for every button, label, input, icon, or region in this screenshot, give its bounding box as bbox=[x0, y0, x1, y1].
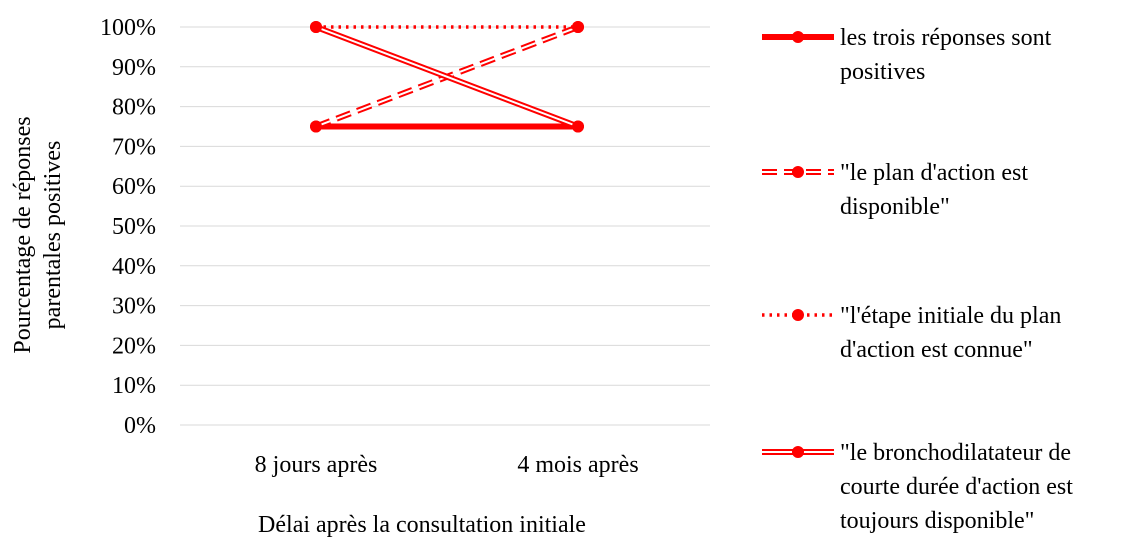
y-axis-ticks: 0% 10% 20% 30% 40% 50% 60% 70% 80% 90% 100% bbox=[100, 15, 156, 439]
legend-label: "l'étape initiale du plan bbox=[840, 303, 1061, 329]
series-lines bbox=[310, 21, 584, 133]
data-point bbox=[572, 21, 584, 33]
x-tick-label: 4 mois après bbox=[517, 452, 638, 478]
legend-marker bbox=[792, 446, 804, 458]
legend-item: "le plan d'action est disponible" bbox=[762, 160, 1028, 220]
gridlines bbox=[180, 26, 710, 426]
x-axis-title: Délai après la consultation initiale bbox=[258, 512, 586, 537]
y-axis-title: Pourcentage de réponses parentales positi… bbox=[10, 116, 66, 353]
legend-label: d'action est connue" bbox=[840, 337, 1033, 363]
legend-label: "le bronchodilatateur de bbox=[840, 440, 1071, 466]
legend-marker bbox=[792, 31, 804, 43]
series-segment-inner bbox=[315, 26, 579, 128]
legend-item: "le bronchodilatateur de courte durée d'a… bbox=[762, 440, 1073, 534]
y-tick-label: 40% bbox=[112, 254, 156, 280]
legend-label: disponible" bbox=[840, 194, 950, 220]
legend-label: les trois réponses sont bbox=[840, 25, 1052, 51]
y-tick-label: 10% bbox=[112, 373, 156, 399]
y-tick-label: 50% bbox=[112, 214, 156, 240]
series-line bbox=[310, 120, 584, 133]
axis-titles: Délai après la consultation initiale Pour… bbox=[10, 116, 586, 537]
y-tick-label: 100% bbox=[100, 15, 156, 41]
y-tick-label: 0% bbox=[124, 413, 156, 439]
y-tick-label: 20% bbox=[112, 333, 156, 359]
legend-marker bbox=[792, 166, 804, 178]
y-tick-label: 60% bbox=[112, 174, 156, 200]
legend-label: positives bbox=[840, 59, 925, 85]
y-tick-label: 70% bbox=[112, 134, 156, 160]
data-point bbox=[310, 120, 322, 133]
legend: les trois réponses sont positives "le plan… bbox=[762, 25, 1073, 534]
x-tick-label: 8 jours après bbox=[255, 452, 378, 478]
data-point bbox=[310, 21, 322, 33]
series-line bbox=[310, 21, 584, 133]
x-axis-ticks: 8 jours après 4 mois après bbox=[255, 452, 639, 478]
legend-item: "l'étape initiale du plan d'action est co… bbox=[762, 303, 1061, 363]
data-point bbox=[572, 120, 584, 133]
legend-label: courte durée d'action est bbox=[840, 474, 1073, 500]
y-tick-label: 30% bbox=[112, 294, 156, 320]
y-axis-title-line: Pourcentage de réponses bbox=[10, 116, 36, 353]
legend-label: "le plan d'action est bbox=[840, 160, 1028, 186]
y-axis-title-line: parentales positives bbox=[40, 141, 66, 330]
legend-item: les trois réponses sont positives bbox=[762, 25, 1052, 85]
y-tick-label: 90% bbox=[112, 55, 156, 81]
legend-label: toujours disponible" bbox=[840, 508, 1034, 534]
legend-marker bbox=[792, 309, 804, 321]
y-tick-label: 80% bbox=[112, 95, 156, 121]
